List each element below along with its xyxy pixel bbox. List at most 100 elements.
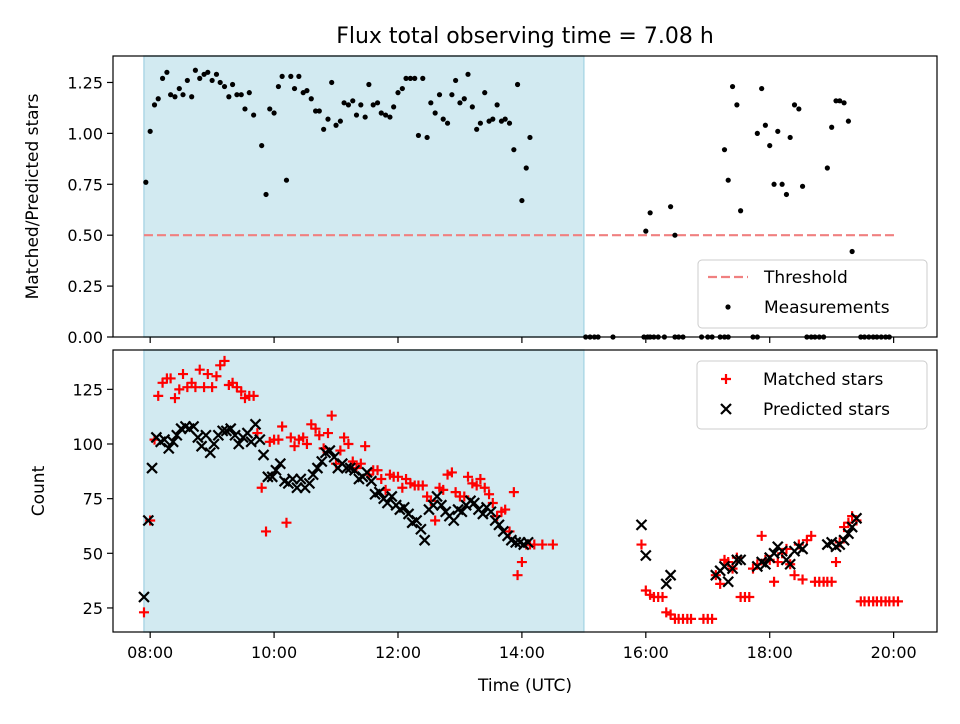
predicted-point bbox=[294, 473, 307, 485]
measurement-point bbox=[412, 75, 418, 81]
predicted-point bbox=[734, 554, 747, 566]
measurement-point bbox=[209, 77, 215, 84]
matched-point bbox=[826, 576, 837, 587]
matched-point bbox=[446, 467, 457, 478]
matched-point bbox=[165, 373, 176, 384]
measurement-point bbox=[197, 75, 203, 81]
matched-point bbox=[355, 458, 366, 469]
measurement-point bbox=[837, 98, 843, 104]
top-y-tick-label: 1.00 bbox=[67, 124, 103, 143]
measurement-point bbox=[143, 179, 149, 185]
measurement-point bbox=[221, 83, 228, 90]
measurement-point bbox=[267, 106, 273, 112]
matched-point bbox=[335, 445, 346, 456]
predicted-point bbox=[493, 519, 505, 531]
predicted-point bbox=[660, 578, 673, 590]
measurement-point bbox=[444, 120, 451, 126]
measurement-point bbox=[738, 208, 744, 214]
predicted-point bbox=[468, 497, 480, 509]
matched-point bbox=[744, 592, 755, 603]
predicted-point bbox=[232, 438, 245, 450]
measurement-point bbox=[407, 75, 413, 81]
top-observing-span bbox=[143, 55, 585, 338]
legend-matched-swatch bbox=[721, 374, 731, 384]
measurement-point bbox=[246, 90, 252, 96]
matched-point bbox=[138, 607, 149, 618]
predicted-point bbox=[664, 569, 677, 581]
bottom-legend: Matched stars Predicted stars bbox=[696, 360, 928, 430]
predicted-point bbox=[776, 545, 788, 557]
top-y-tick-label: 0.25 bbox=[67, 277, 103, 296]
predicted-point bbox=[784, 558, 796, 571]
measurement-point bbox=[159, 75, 166, 81]
predicted-point bbox=[254, 433, 266, 446]
measurement-point bbox=[762, 122, 768, 128]
predicted-point bbox=[249, 418, 262, 431]
bottom-y-tick-label: 25 bbox=[83, 599, 103, 618]
predicted-point bbox=[200, 429, 212, 442]
measurement-point bbox=[259, 142, 265, 149]
matched-point bbox=[892, 596, 903, 607]
measurement-point bbox=[465, 71, 471, 77]
measurement-point bbox=[403, 75, 409, 81]
matched-point bbox=[285, 432, 296, 443]
predicted-point bbox=[158, 433, 171, 446]
matched-point bbox=[273, 434, 284, 445]
matched-point bbox=[248, 390, 259, 401]
measurement-point bbox=[514, 81, 521, 88]
predicted-point bbox=[224, 422, 237, 435]
measurement-point bbox=[775, 128, 781, 134]
predicted-point bbox=[257, 449, 270, 461]
measurement-point bbox=[734, 102, 740, 108]
measurement-point bbox=[754, 130, 760, 136]
predicted-point bbox=[316, 455, 328, 468]
measurement-point bbox=[213, 71, 220, 77]
matched-point bbox=[392, 471, 403, 482]
measurement-point bbox=[321, 126, 327, 132]
measurement-point bbox=[440, 116, 446, 122]
measurement-point bbox=[271, 110, 277, 116]
x-tick-label: 10:00 bbox=[251, 643, 297, 662]
matched-point bbox=[797, 574, 808, 585]
matched-point bbox=[190, 382, 201, 393]
predicted-point bbox=[307, 468, 319, 481]
predicted-point bbox=[509, 536, 522, 549]
measurement-point bbox=[759, 85, 765, 92]
matched-point bbox=[806, 530, 817, 541]
legend-predicted-label: Predicted stars bbox=[763, 400, 890, 420]
measurement-point bbox=[721, 147, 728, 153]
predicted-point bbox=[768, 547, 780, 560]
matched-point bbox=[479, 482, 490, 493]
matched-point bbox=[169, 393, 180, 404]
measurement-point bbox=[527, 134, 533, 141]
predicted-point bbox=[718, 560, 731, 573]
measurement-point bbox=[238, 92, 244, 98]
matched-point bbox=[372, 465, 383, 476]
matched-point bbox=[547, 539, 558, 550]
legend-box bbox=[697, 259, 928, 329]
measurement-point bbox=[312, 108, 319, 114]
measurement-point bbox=[358, 102, 364, 108]
matched-point bbox=[397, 482, 408, 493]
predicted-point bbox=[373, 486, 386, 498]
matched-point bbox=[707, 613, 718, 624]
predicted-point bbox=[241, 427, 254, 439]
measurement-point bbox=[291, 85, 298, 92]
measurement-point bbox=[461, 96, 467, 102]
measurement-point bbox=[457, 100, 463, 106]
measurement-point bbox=[783, 191, 790, 198]
measurement-point bbox=[345, 102, 352, 108]
measurement-point bbox=[172, 94, 178, 100]
predicted-point bbox=[216, 425, 229, 437]
predicted-point bbox=[415, 523, 427, 536]
matched-point bbox=[298, 432, 309, 443]
legend-measurements-swatch bbox=[725, 304, 731, 310]
measurement-point bbox=[296, 73, 302, 79]
predicted-point bbox=[447, 514, 460, 527]
measurement-point bbox=[845, 118, 852, 124]
predicted-point bbox=[842, 527, 855, 540]
matched-point bbox=[301, 439, 312, 449]
legend-box bbox=[696, 360, 928, 430]
bottom-y-tick-label: 50 bbox=[83, 544, 103, 563]
